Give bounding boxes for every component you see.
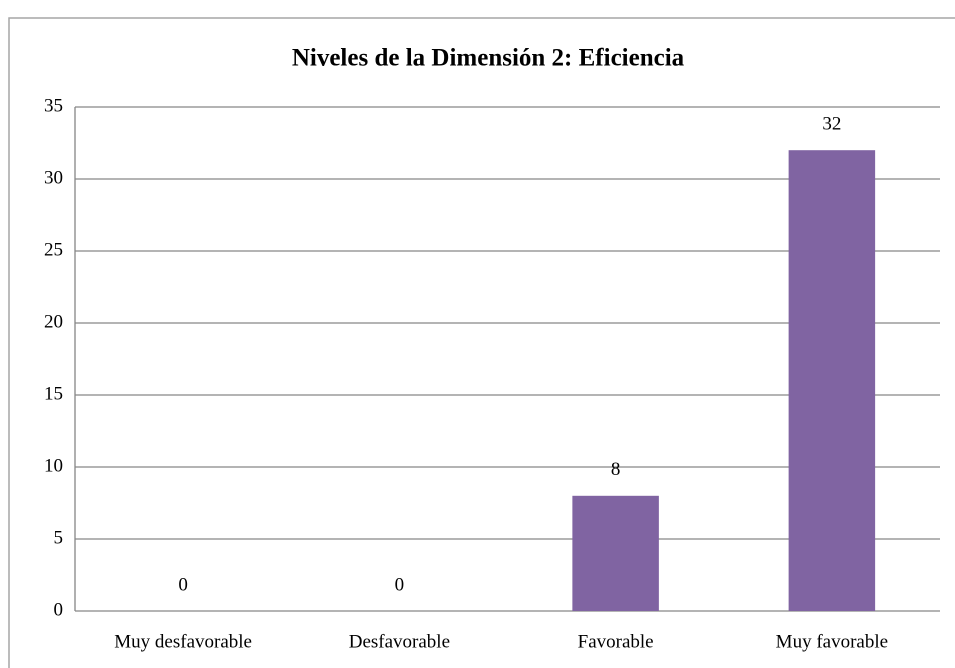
data-label: 32 (822, 114, 841, 135)
data-label: 0 (178, 574, 188, 595)
chart-title: Niveles de la Dimensión 2: Eficiencia (292, 45, 685, 72)
y-tick-label: 35 (44, 95, 63, 116)
y-tick-label: 20 (44, 311, 63, 332)
x-tick-label: Favorable (578, 631, 654, 652)
y-tick-label: 10 (44, 455, 63, 476)
y-tick-label: 5 (54, 527, 64, 548)
x-tick-label: Muy favorable (776, 631, 888, 652)
data-label: 8 (611, 459, 621, 480)
x-tick-label: Desfavorable (349, 631, 450, 652)
data-label: 0 (395, 574, 405, 595)
bar (572, 495, 659, 611)
y-tick-label: 0 (54, 599, 64, 620)
bar (788, 150, 876, 611)
y-tick-label: 30 (44, 167, 63, 188)
x-tick-label: Muy desfavorable (114, 631, 252, 652)
y-tick-label: 25 (44, 239, 63, 260)
y-tick-label: 15 (44, 383, 63, 404)
